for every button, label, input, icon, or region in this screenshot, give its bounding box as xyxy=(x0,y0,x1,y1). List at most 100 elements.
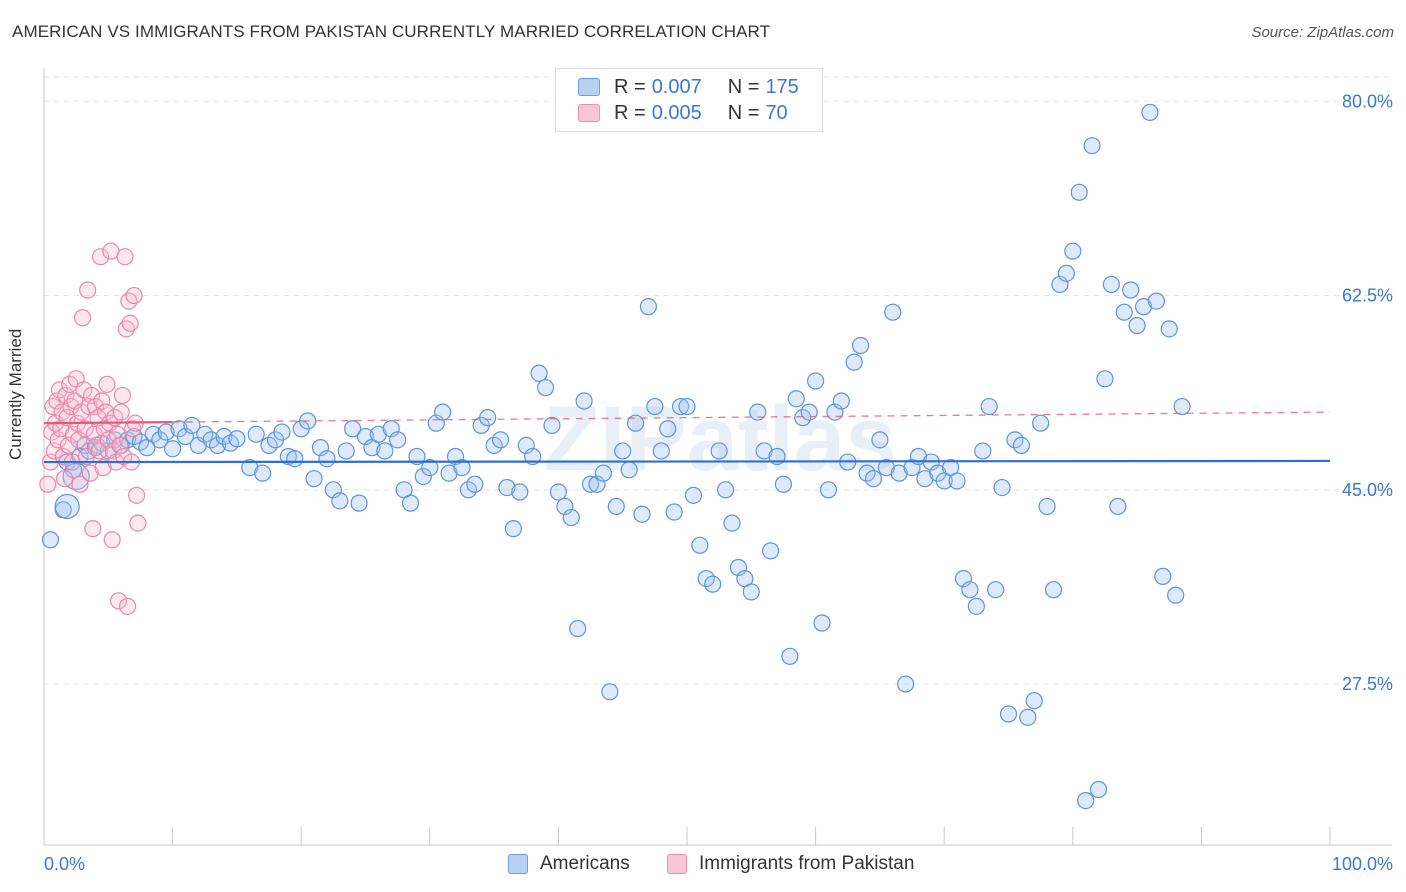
american-point xyxy=(761,542,780,560)
american-point xyxy=(897,675,915,693)
american-point xyxy=(273,423,291,441)
american-point xyxy=(581,475,600,493)
american-point xyxy=(659,420,677,438)
pakistan-point xyxy=(76,420,94,438)
pakistan-legend-label: Immigrants from Pakistan xyxy=(699,853,915,874)
legend-item-pakistan[interactable]: Immigrants from Pakistan xyxy=(667,851,914,877)
american-point xyxy=(684,486,703,504)
american-point xyxy=(164,440,182,458)
american-point xyxy=(498,478,516,497)
american-point xyxy=(279,447,297,466)
r-value-pakistan: 0.005 xyxy=(651,101,702,124)
american-point xyxy=(543,416,561,435)
american-point xyxy=(987,581,1005,599)
americans-points xyxy=(41,103,1191,810)
american-point xyxy=(241,459,259,477)
american-point xyxy=(1044,581,1063,599)
american-point xyxy=(1147,292,1165,310)
pakistan-point xyxy=(91,248,110,266)
pakistan-trend-line-solid xyxy=(43,420,173,425)
pakistan-point xyxy=(121,314,139,332)
n-label: N = xyxy=(727,75,760,98)
pakistan-point xyxy=(54,447,72,466)
american-point xyxy=(1019,708,1037,726)
american-point xyxy=(852,336,870,355)
pakistan-point xyxy=(59,436,78,454)
american-point xyxy=(813,614,831,632)
american-point xyxy=(1077,791,1095,810)
american-point xyxy=(864,470,883,488)
stats-legend: R = 0.007 N = 175 R = 0.005 N = 70 xyxy=(555,68,823,132)
american-point xyxy=(716,481,735,499)
x-tick-labels: 0.0% 100.0% xyxy=(44,854,1393,874)
y-tick-label: 27.5% xyxy=(1342,674,1393,694)
american-point xyxy=(1160,320,1178,338)
american-point xyxy=(530,364,548,382)
american-point xyxy=(511,483,529,501)
american-point xyxy=(774,475,793,493)
n-value-americans: 175 xyxy=(765,75,799,98)
pakistan-point xyxy=(93,392,111,410)
american-point xyxy=(1057,264,1075,282)
chart-title: AMERICAN VS IMMIGRANTS FROM PAKISTAN CUR… xyxy=(12,22,771,41)
american-point xyxy=(1012,436,1030,454)
american-point xyxy=(536,379,555,397)
american-point xyxy=(414,467,432,486)
x-tick-label: 100.0% xyxy=(1332,854,1393,874)
american-point xyxy=(562,508,580,527)
pakistan-point xyxy=(73,309,92,327)
american-point xyxy=(1089,780,1108,799)
american-point xyxy=(974,442,992,460)
legend-row-americans: R = 0.007 N = 175 xyxy=(578,75,799,99)
y-tick-label: 80.0% xyxy=(1342,91,1393,111)
pakistan-point xyxy=(77,447,96,466)
american-point xyxy=(594,464,613,482)
american-point xyxy=(845,353,863,371)
american-point xyxy=(1115,303,1133,321)
american-point xyxy=(755,442,773,460)
pakistan-point xyxy=(112,403,130,421)
american-point xyxy=(157,423,175,441)
american-point xyxy=(626,414,645,432)
pakistan-point xyxy=(108,425,126,443)
american-point xyxy=(614,442,632,460)
pakistan-point xyxy=(116,248,134,266)
n-value-pakistan: 70 xyxy=(765,101,788,124)
american-point xyxy=(305,470,323,488)
american-point xyxy=(633,505,651,523)
trend-lines xyxy=(43,411,1331,464)
american-point xyxy=(1167,586,1185,604)
american-point xyxy=(781,647,799,665)
american-point xyxy=(620,461,638,479)
american-point xyxy=(646,397,664,416)
american-point xyxy=(54,493,80,520)
american-point xyxy=(980,397,998,416)
american-point xyxy=(369,425,387,443)
american-point xyxy=(549,483,568,501)
american-point xyxy=(607,497,625,516)
american-point xyxy=(877,459,895,477)
american-point xyxy=(247,425,265,443)
pakistan-point xyxy=(127,486,146,504)
pakistan-points xyxy=(39,242,147,615)
american-point xyxy=(1122,281,1140,299)
y-tick-label: 45.0% xyxy=(1342,480,1393,500)
pakistan-point xyxy=(71,475,89,493)
american-point xyxy=(1038,497,1056,516)
americans-swatch xyxy=(578,78,600,96)
pakistan-point xyxy=(84,520,102,538)
american-point xyxy=(215,427,233,446)
american-point xyxy=(691,536,709,554)
american-point xyxy=(209,436,227,454)
american-point xyxy=(254,464,272,482)
y-tick-labels: 27.5% 45.0% 62.5% 80.0% xyxy=(1342,91,1393,694)
american-point xyxy=(569,619,587,638)
american-point xyxy=(1096,370,1114,388)
x-tick-label: 0.0% xyxy=(44,854,85,874)
legend-item-americans[interactable]: Americans xyxy=(508,851,630,877)
american-point xyxy=(967,597,985,615)
american-point xyxy=(479,409,497,427)
americans-legend-label: Americans xyxy=(540,853,630,874)
american-point xyxy=(286,450,304,468)
american-point xyxy=(1064,242,1082,260)
